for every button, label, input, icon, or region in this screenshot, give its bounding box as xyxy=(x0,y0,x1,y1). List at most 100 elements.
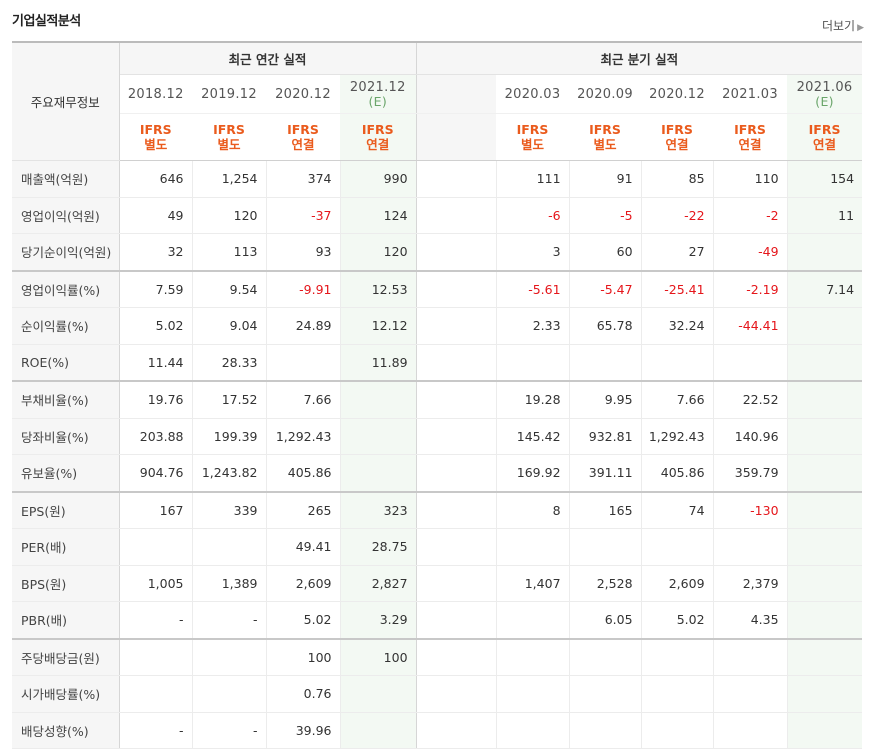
quarter-cell xyxy=(495,712,570,749)
gap-cell xyxy=(415,454,497,493)
annual-cell xyxy=(339,712,417,749)
annual-ifrs-1: IFRS 별도 xyxy=(192,113,266,161)
more-link[interactable]: 더보기 ▶ xyxy=(822,17,864,34)
annual-period-1: 2019.12 xyxy=(192,74,266,114)
quarter-cell: 27 xyxy=(640,233,714,272)
ifrs-type: 연결 xyxy=(291,137,315,152)
table-row: PER(배) 49.41 28.75 xyxy=(12,528,863,566)
quarter-cell: -5.47 xyxy=(568,270,642,308)
annual-header: 최근 연간 실적 xyxy=(119,41,417,75)
quarter-cell: 405.86 xyxy=(640,454,714,493)
row-label: ROE(%) xyxy=(12,344,120,382)
quarter-cell xyxy=(568,528,642,566)
quarter-cell xyxy=(786,675,863,713)
annual-cell: 1,254 xyxy=(191,160,266,198)
gap-column xyxy=(415,113,497,161)
annual-cell xyxy=(339,418,417,455)
quarter-cell xyxy=(786,528,863,566)
gap-cell xyxy=(415,233,497,272)
quarter-ifrs-4: IFRS 연결 xyxy=(787,113,863,161)
quarter-cell: -2.19 xyxy=(712,270,788,308)
quarter-cell: 165 xyxy=(568,491,642,529)
annual-cell xyxy=(339,381,417,419)
quarter-period-1: 2020.09 xyxy=(569,74,642,114)
gap-cell xyxy=(415,418,497,455)
annual-cell: 374 xyxy=(265,160,340,198)
quarter-cell: -49 xyxy=(712,233,788,272)
quarter-cell: 2.33 xyxy=(495,307,570,345)
annual-cell: 12.12 xyxy=(339,307,417,345)
annual-cell: 904.76 xyxy=(118,454,192,493)
annual-cell: 646 xyxy=(118,160,192,198)
quarter-cell: 6.05 xyxy=(568,601,642,640)
quarter-cell: 3 xyxy=(495,233,570,272)
annual-cell: 9.04 xyxy=(191,307,266,345)
quarter-cell xyxy=(640,528,714,566)
table-row: 영업이익(억원) 49 120 -37 124 -6 -5 -22 -2 11 xyxy=(12,197,863,234)
quarter-ifrs-0: IFRS 별도 xyxy=(496,113,570,161)
gap-cell xyxy=(415,160,497,198)
table-row: ROE(%) 11.44 28.33 11.89 xyxy=(12,344,863,382)
period-date: 2021.12 xyxy=(349,79,406,95)
corner-header: 주요재무정보 xyxy=(12,41,120,161)
gap-cell xyxy=(415,675,497,713)
period-date: 2021.06 xyxy=(796,79,853,95)
annual-cell: - xyxy=(191,712,266,749)
quarter-header: 최근 분기 실적 xyxy=(415,41,863,75)
gap-cell xyxy=(415,601,497,640)
quarter-cell xyxy=(786,712,863,749)
quarter-cell xyxy=(786,601,863,640)
table-row: 당기순이익(억원) 32 113 93 120 3 60 27 -49 xyxy=(12,233,863,272)
ifrs-label: IFRS xyxy=(516,122,549,137)
annual-cell: 113 xyxy=(191,233,266,272)
ifrs-type: 별도 xyxy=(593,137,617,152)
annual-period-0: 2018.12 xyxy=(119,74,192,114)
quarter-cell: 2,609 xyxy=(640,565,714,602)
table-row: 배당성향(%) - -39.96 xyxy=(12,712,863,749)
annual-cell: 1,292.43 xyxy=(265,418,340,455)
annual-ifrs-3: IFRS 연결 xyxy=(340,113,417,161)
annual-cell: 0.76 xyxy=(265,675,340,713)
annual-cell xyxy=(118,638,192,676)
table-row: 순이익률(%) 5.02 9.04 24.89 12.12 2.33 65.78 32.24-… xyxy=(12,307,863,345)
quarter-cell: 65.78 xyxy=(568,307,642,345)
estimate-badge: (E) xyxy=(815,93,834,109)
quarter-cell xyxy=(640,638,714,676)
annual-cell: 49 xyxy=(118,197,192,234)
annual-cell: 7.59 xyxy=(118,270,192,308)
quarter-cell: 22.52 xyxy=(712,381,788,419)
annual-cell: 5.02 xyxy=(265,601,340,640)
quarter-cell xyxy=(568,712,642,749)
annual-cell: -37 xyxy=(265,197,340,234)
annual-cell: - xyxy=(118,601,192,640)
annual-cell: 990 xyxy=(339,160,417,198)
quarter-cell: 145.42 xyxy=(495,418,570,455)
quarter-cell: -22 xyxy=(640,197,714,234)
quarter-cell: 5.02 xyxy=(640,601,714,640)
annual-cell: 12.53 xyxy=(339,270,417,308)
quarter-cell: 74 xyxy=(640,491,714,529)
gap-cell xyxy=(415,307,497,345)
annual-cell: 203.88 xyxy=(118,418,192,455)
quarter-cell: -2 xyxy=(712,197,788,234)
annual-period-2: 2020.12 xyxy=(266,74,340,114)
quarter-cell: 9.95 xyxy=(568,381,642,419)
annual-cell: 28.75 xyxy=(339,528,417,566)
quarter-cell xyxy=(712,712,788,749)
annual-cell: 339 xyxy=(191,491,266,529)
row-label: PBR(배) xyxy=(12,601,120,640)
quarter-cell: -25.41 xyxy=(640,270,714,308)
table-row: 유보율(%) 904.76 1,243.82 405.86 169.92 391.11 40… xyxy=(12,454,863,493)
quarter-cell: 1,292.43 xyxy=(640,418,714,455)
annual-cell: 120 xyxy=(191,197,266,234)
table-row: BPS(원) 1,005 1,389 2,609 2,827 1,407 2,528 2,60… xyxy=(12,565,863,602)
annual-cell: 93 xyxy=(265,233,340,272)
quarter-cell xyxy=(786,344,863,382)
quarter-cell xyxy=(640,344,714,382)
quarter-cell: 2,379 xyxy=(712,565,788,602)
row-label: 배당성향(%) xyxy=(12,712,120,749)
table-row: EPS(원) 167 339 265 323 8 165 74 -130 xyxy=(12,491,863,529)
annual-cell xyxy=(191,675,266,713)
gap-cell xyxy=(415,528,497,566)
